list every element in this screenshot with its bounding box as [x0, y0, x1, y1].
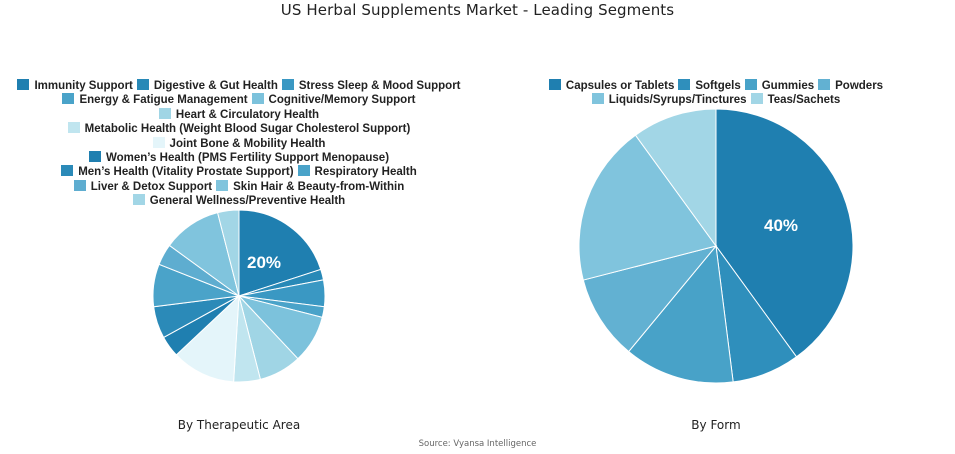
- legend-row: Capsules or Tablets Softgels Gummies Powder…: [520, 79, 912, 93]
- legend-item[interactable]: Energy & Fatigue Management: [62, 93, 248, 107]
- legend-swatch-icon: [73, 179, 86, 191]
- pie-slice[interactable]: [175, 294, 240, 383]
- legend-swatch-icon: [17, 79, 30, 90]
- legend-row: Liquids/Syrups/Tinctures Teas/Sachets: [520, 93, 912, 107]
- legend-item[interactable]: Heart & Circulatory Health: [158, 107, 320, 122]
- legend-label: Heart & Circulatory Health: [175, 108, 320, 121]
- legend-swatch-icon: [62, 93, 75, 105]
- legend-item[interactable]: General Wellness/Preventive Health: [132, 194, 346, 208]
- legend-item[interactable]: Respiratory Health: [297, 165, 417, 179]
- legend-label: Powders: [835, 80, 884, 92]
- legend-label: Stress Sleep & Mood Support: [298, 80, 461, 92]
- pie-slice[interactable]: [715, 108, 854, 358]
- legend-label: Women’s Health (PMS Fertility Support Me…: [105, 152, 390, 165]
- legend-item[interactable]: Metabolic Health (Weight Blood Sugar Cho…: [67, 122, 411, 136]
- source-note: Source: Vyansa Intelligence: [418, 439, 537, 449]
- legend-item[interactable]: Powders: [818, 79, 883, 93]
- legend-row: Liver & Detox Support Skin Hair & Beauty-…: [10, 179, 468, 194]
- legend-swatch-icon: [216, 179, 229, 191]
- legend-item[interactable]: Stress Sleep & Mood Support: [281, 79, 461, 93]
- legend-item[interactable]: Skin Hair & Beauty-from-Within: [216, 179, 405, 194]
- legend-label: Skin Hair & Beauty-from-Within: [233, 180, 405, 193]
- legend-label: General Wellness/Preventive Health: [149, 195, 346, 208]
- legend-swatch-icon: [251, 93, 264, 105]
- legend-label: Respiratory Health: [314, 166, 417, 179]
- pie-slice[interactable]: [217, 209, 240, 297]
- subtitle-therapeutic-area: By Therapeutic Area: [177, 418, 301, 432]
- legend-label: Teas/Sachets: [767, 94, 841, 107]
- legend-row: Metabolic Health (Weight Blood Sugar Cho…: [10, 122, 468, 136]
- legend-row: Energy & Fatigue Management Cognitive/Mem…: [10, 93, 468, 107]
- legend-swatch-icon: [152, 136, 165, 148]
- pie-chart-therapeutic-area: 20%: [152, 209, 326, 383]
- legend-item[interactable]: Capsules or Tablets: [548, 79, 675, 93]
- legend-label: Gummies: [761, 80, 815, 92]
- pie-slice[interactable]: [634, 108, 717, 248]
- legend-swatch-icon: [678, 79, 691, 90]
- legend-item[interactable]: Gummies: [744, 79, 815, 93]
- legend-swatch-icon: [548, 79, 561, 90]
- legend-item[interactable]: Softgels: [678, 79, 741, 93]
- legend-item[interactable]: Liver & Detox Support: [73, 179, 213, 194]
- legend-label: Energy & Fatigue Management: [79, 94, 248, 107]
- legend-swatch-icon: [297, 165, 310, 177]
- pie-slice[interactable]: [582, 245, 718, 353]
- legend-swatch-icon: [158, 107, 171, 119]
- legend-label: Digestive & Gut Health: [153, 80, 278, 92]
- legend-item[interactable]: Immunity Support: [17, 79, 133, 93]
- slice-percent-label: 20%: [247, 253, 281, 272]
- legend-swatch-icon: [818, 79, 831, 90]
- legend-swatch-icon: [281, 79, 294, 90]
- legend-label: Cognitive/Memory Support: [268, 94, 416, 107]
- legend-therapeutic-area: Immunity Support Digestive & Gut Health St…: [10, 79, 468, 209]
- legend-item[interactable]: Cognitive/Memory Support: [251, 93, 416, 107]
- slice-percent-label: 40%: [764, 216, 798, 235]
- legend-item[interactable]: Teas/Sachets: [750, 93, 841, 107]
- legend-label: Joint Bone & Mobility Health: [169, 137, 326, 150]
- legend-swatch-icon: [744, 79, 757, 90]
- pie-slice[interactable]: [578, 134, 717, 281]
- legend-form: Capsules or Tablets Softgels Gummies Powder…: [520, 79, 912, 108]
- legend-label: Immunity Support: [34, 80, 133, 92]
- legend-item[interactable]: Digestive & Gut Health: [136, 79, 278, 93]
- pie-slice[interactable]: [627, 244, 734, 384]
- pie-chart-form: 40%: [578, 108, 854, 384]
- legend-label: Liver & Detox Support: [90, 180, 213, 193]
- legend-row: Women’s Health (PMS Fertility Support Me…: [10, 151, 468, 165]
- subtitle-form: By Form: [691, 418, 741, 432]
- legend-label: Metabolic Health (Weight Blood Sugar Cho…: [84, 123, 411, 136]
- legend-swatch-icon: [750, 93, 763, 105]
- pie-slice[interactable]: [238, 209, 322, 297]
- legend-swatch-icon: [591, 93, 604, 105]
- legend-item[interactable]: Men’s Health (Vitality Prostate Support): [61, 165, 294, 179]
- legend-swatch-icon: [136, 79, 149, 90]
- legend-label: Capsules or Tablets: [565, 80, 675, 92]
- legend-label: Men’s Health (Vitality Prostate Support): [78, 166, 294, 179]
- legend-swatch-icon: [132, 194, 145, 206]
- legend-label: Liquids/Syrups/Tinctures: [608, 94, 747, 107]
- legend-row: Immunity Support Digestive & Gut Health St…: [10, 79, 468, 93]
- legend-row: Heart & Circulatory Health: [10, 107, 468, 122]
- legend-item[interactable]: Joint Bone & Mobility Health: [152, 136, 326, 151]
- legend-item[interactable]: Liquids/Syrups/Tinctures: [591, 93, 747, 107]
- legend-row: Joint Bone & Mobility Health: [10, 136, 468, 151]
- legend-swatch-icon: [88, 151, 101, 163]
- chart-title: US Herbal Supplements Market - Leading S…: [280, 1, 675, 19]
- legend-row: General Wellness/Preventive Health: [10, 194, 468, 208]
- legend-swatch-icon: [67, 122, 80, 134]
- legend-label: Softgels: [695, 80, 741, 92]
- legend-swatch-icon: [61, 165, 74, 177]
- legend-row: Men’s Health (Vitality Prostate Support)…: [10, 165, 468, 179]
- legend-item[interactable]: Women’s Health (PMS Fertility Support Me…: [88, 151, 390, 165]
